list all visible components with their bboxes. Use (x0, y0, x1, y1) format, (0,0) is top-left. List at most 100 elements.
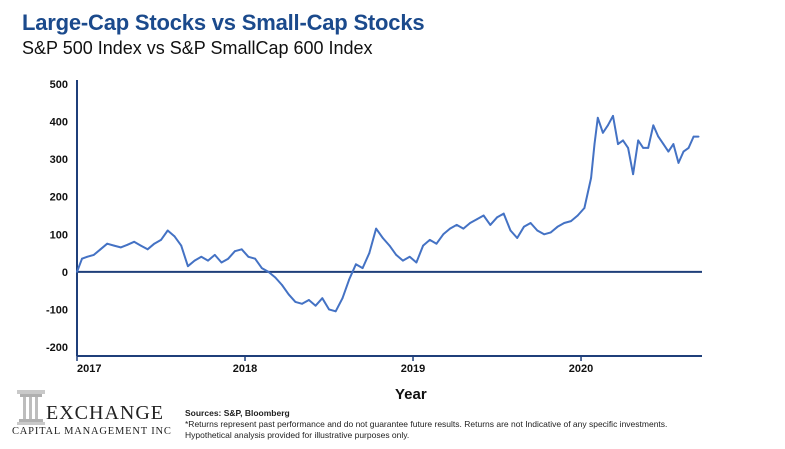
data-point (334, 310, 337, 313)
data-point (234, 250, 236, 253)
data-point (381, 237, 384, 239)
data-point (449, 227, 451, 230)
y-tick-label: 0 (62, 267, 68, 279)
data-point (509, 229, 512, 232)
data-point (529, 222, 532, 224)
data-point (173, 235, 176, 238)
sources-line: Sources: S&P, Bloomberg (185, 408, 290, 418)
x-tick-label: 2020 (569, 363, 593, 375)
data-point (652, 124, 655, 127)
sources-note: Sources: S&P, Bloomberg *Returns represe… (185, 408, 667, 441)
data-point (368, 252, 371, 255)
data-point (570, 220, 572, 223)
data-point (442, 233, 445, 236)
data-point (355, 263, 357, 266)
data-point (388, 244, 391, 247)
data-point (496, 216, 498, 219)
data-point (428, 239, 431, 241)
data-point (207, 259, 209, 262)
data-point (281, 284, 283, 286)
data-point (612, 115, 614, 117)
data-point (361, 267, 364, 269)
data-point (462, 227, 465, 230)
data-point (617, 143, 619, 146)
data-point (220, 261, 223, 264)
data-point (92, 254, 95, 256)
chart-ticks: 500 400 300 200 100 0 -100 -200 2017 2018 2019 2020 (46, 79, 593, 375)
data-point (119, 246, 122, 249)
data-point (422, 244, 424, 247)
data-point (435, 242, 438, 245)
data-point (502, 212, 505, 215)
data-point (294, 301, 297, 303)
data-point (106, 242, 109, 245)
y-tick-label: 500 (50, 79, 68, 91)
data-point (180, 244, 183, 247)
x-tick-label: 2019 (401, 363, 425, 375)
data-point (622, 139, 624, 142)
y-tick-label: 100 (50, 229, 68, 241)
data-point (590, 177, 592, 179)
y-tick-label: -100 (46, 304, 68, 316)
data-point (308, 299, 310, 301)
data-point (469, 222, 471, 224)
data-point (692, 135, 695, 138)
data-point (687, 147, 690, 149)
data-point (86, 255, 88, 258)
data-point (146, 248, 149, 251)
data-point (227, 257, 230, 260)
data-point (602, 131, 604, 134)
data-point (576, 214, 579, 217)
data-point (482, 214, 485, 217)
y-tick-label: 300 (50, 154, 68, 166)
data-point (153, 242, 156, 245)
data-point (287, 293, 290, 296)
data-point (596, 116, 599, 119)
chart-title: Large-Cap Stocks vs Small-Cap Stocks (22, 10, 425, 35)
data-point (341, 297, 344, 300)
y-tick-label: 200 (50, 192, 68, 204)
data-point (139, 244, 142, 247)
disclaimer-line-2: Hypothetical analysis provided for illus… (185, 430, 410, 440)
data-point (662, 143, 665, 146)
data-point (536, 229, 539, 232)
data-point (632, 173, 634, 176)
data-point (187, 265, 189, 268)
chart-subtitle: S&P 500 Index vs S&P SmallCap 600 Index (22, 38, 373, 58)
pillar-icon (17, 390, 45, 425)
data-point (642, 147, 645, 149)
x-tick-label: 2018 (233, 363, 257, 375)
data-point (113, 244, 115, 247)
x-tick-label: 2017 (77, 363, 101, 375)
data-point (672, 143, 675, 146)
data-point (328, 308, 330, 311)
data-point (543, 233, 545, 236)
y-tick-label: 400 (50, 117, 68, 129)
data-point (556, 225, 559, 228)
data-point (637, 139, 640, 142)
data-point (193, 259, 196, 262)
data-point (254, 257, 256, 260)
data-point (667, 150, 670, 153)
data-point (301, 302, 303, 305)
series-line (76, 114, 699, 313)
y-tick-label: -200 (46, 342, 68, 354)
data-point (523, 225, 525, 228)
data-point (160, 239, 162, 241)
data-point (260, 267, 263, 269)
data-point (516, 237, 519, 239)
data-point (583, 207, 586, 209)
data-point (627, 147, 629, 149)
data-point (99, 248, 102, 251)
data-point (647, 147, 650, 149)
data-point (166, 229, 169, 232)
data-point (682, 150, 685, 153)
data-point (563, 222, 566, 224)
data-point (267, 271, 270, 273)
data-point (126, 243, 129, 246)
data-point (395, 254, 398, 256)
data-point (489, 224, 492, 226)
data-point (549, 231, 552, 234)
logo-subtitle: CAPITAL MANAGEMENT INC (12, 426, 172, 437)
data-point (402, 259, 404, 262)
